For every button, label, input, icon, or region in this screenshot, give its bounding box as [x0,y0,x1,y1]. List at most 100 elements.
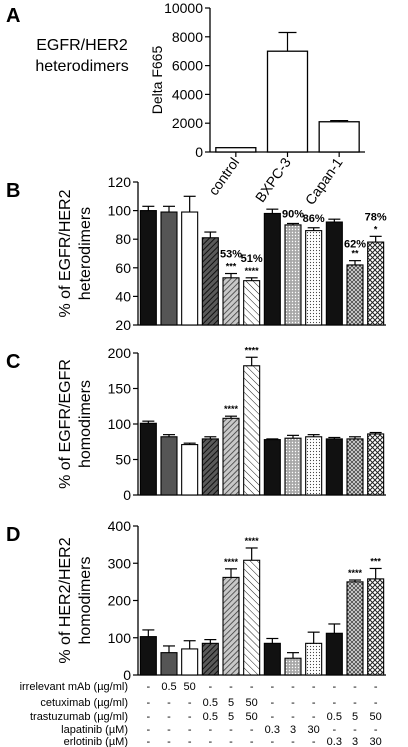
treatment-cell: - [270,681,274,693]
bar [181,444,199,496]
treatment-cell: - [312,681,316,693]
treatment-cell: 30 [370,736,382,747]
treatment-cell: 3 [352,736,358,747]
y-axis-label-line: % of HER2/HER2 [57,537,74,663]
bar [263,212,281,326]
significance-label: **** [224,557,239,567]
value-label: 62% [344,239,366,251]
x-tick-label: BXPC-3 [252,154,294,205]
y-tick-label: 4000 [172,86,203,102]
treatment-cell: 0.5 [161,681,176,693]
treatment-row-label: erlotinib (µM) [64,736,128,747]
treatment-cell: - [146,711,150,723]
significance-label: *** [370,556,381,566]
bar [263,439,281,496]
bar [305,642,323,676]
bar [325,438,343,496]
treatment-cell: - [188,724,192,736]
y-axis-label-line: homodimers [77,556,94,644]
treatment-cell: 0.5 [203,697,218,709]
bar [222,417,240,496]
treatment-cell: 50 [370,711,382,723]
treatment-row-label: lapatinib (µM) [61,724,128,736]
treatment-cell: 5 [228,697,234,709]
significance-label: **** [245,536,260,546]
treatment-cell: - [208,724,212,736]
treatment-cell: - [270,736,274,747]
treatment-cell: - [270,711,274,723]
treatment-cell: 5 [228,711,234,723]
panel-a: A EGFR/HER2 heterodimers Delta F665 0 2000 400… [6,0,365,208]
bar [346,438,364,496]
panel-letter: C [6,351,20,373]
y-tick-label: 6000 [172,58,203,74]
y-tick-label: 300 [108,555,132,571]
y-tick-label: 80 [115,231,131,247]
y-tick-label: 60 [115,260,131,276]
treatment-cell: - [312,736,316,747]
treatment-cell: - [229,724,233,736]
bar [201,237,219,326]
bar [346,264,364,326]
significance-label: **** [348,568,363,578]
treatment-cell: - [270,697,274,709]
significance-label: ** [351,249,359,259]
bar [139,422,157,496]
treatment-cell: - [229,681,233,693]
treatment-cell: - [167,736,171,747]
panel-letter: A [6,5,20,27]
treatment-cell: - [374,697,378,709]
y-tick-label: 100 [108,203,132,219]
treatment-row-label: cetuximab (µg/ml) [40,697,128,709]
significance-label: *** [226,262,237,272]
y-axis-label-line: heterodimers [77,207,94,300]
panel-d: D % of HER2/HER2 homodimers 0 100 200 300 400 **… [6,518,386,683]
treatment-cell: - [208,736,212,747]
treatment-cell: - [250,736,254,747]
y-tick-label: 0 [123,667,131,683]
significance-label: **** [245,266,260,276]
bar [243,559,261,676]
treatment-cell: - [312,711,316,723]
y-tick-label: 200 [108,345,132,361]
y-axis-label-line: % of EGFR/EGFR [57,359,74,489]
treatment-cell: - [374,724,378,736]
treatment-cell: - [291,736,295,747]
y-tick-label: 120 [108,174,132,190]
treatment-cell: - [332,697,336,709]
treatment-row-label: irrelevant mAb (µg/ml) [20,681,128,693]
bar [160,652,178,676]
panel-letter: B [6,180,20,202]
bar [160,436,178,496]
panel-title-line: heterodimers [35,58,128,75]
y-tick-label: 150 [108,381,132,397]
bar [318,121,360,153]
treatment-cell: 0.5 [327,711,342,723]
treatment-cell: - [146,736,150,747]
treatment-cell: - [291,711,295,723]
significance-label: **** [245,345,260,355]
treatment-cell: - [188,736,192,747]
treatment-cell: - [229,736,233,747]
bar [222,576,240,676]
value-label: 90% [282,208,304,220]
treatment-cell: 3 [290,724,296,736]
value-label: 53% [220,249,242,261]
treatment-cell: - [146,697,150,709]
bar [305,436,323,496]
treatment-cell: - [250,681,254,693]
y-tick-label: 50 [115,452,131,468]
y-tick-label: 8000 [172,29,203,45]
treatment-cell: - [332,724,336,736]
y-tick-label: 20 [115,317,131,333]
treatment-cell: 50 [246,711,258,723]
bar [266,50,309,153]
panel-title-line: EGFR/HER2 [36,37,128,54]
treatment-cell: - [167,724,171,736]
y-tick-label: 2000 [172,115,203,131]
bar [263,642,281,676]
significance-label: **** [224,404,239,414]
y-tick-label: 10000 [164,0,203,16]
y-tick-label: 100 [108,630,132,646]
